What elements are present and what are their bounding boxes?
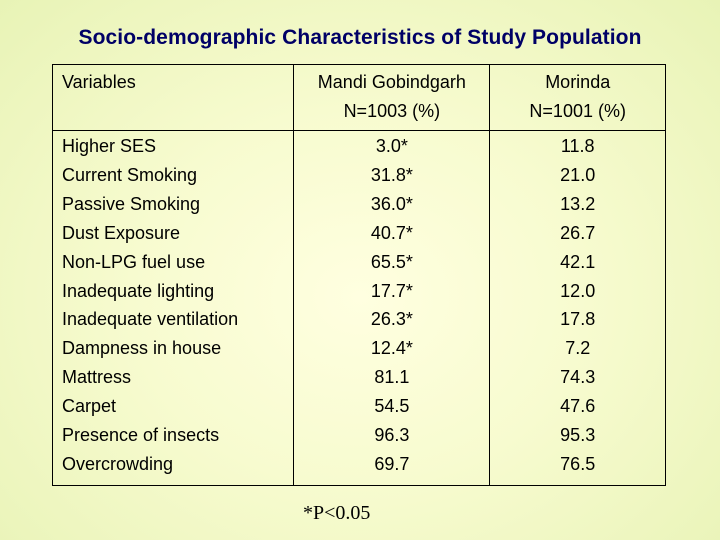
header-morinda: Morinda N=1001 (%)	[489, 64, 666, 131]
mandi-value: 69.7	[374, 453, 410, 474]
morinda-value: 26.7	[560, 222, 596, 243]
variable-label: Mattress	[62, 367, 132, 388]
variable-label: Carpet	[62, 396, 117, 417]
mandi-value: 31.8*	[370, 164, 413, 185]
mandi-value: 12.4*	[370, 338, 413, 359]
mandi-value: 54.5	[374, 396, 410, 417]
mandi-value: 36.0*	[370, 193, 413, 214]
morinda-value: 95.3	[560, 425, 596, 446]
morinda-value: 21.0	[560, 164, 596, 185]
header-mandi-name: Mandi Gobindgarh	[317, 72, 466, 92]
header-morinda-n: N=1001 (%)	[529, 101, 626, 121]
morinda-value: 42.1	[560, 251, 596, 272]
morinda-value: 47.6	[560, 396, 596, 417]
morinda-value: 13.2	[560, 193, 596, 214]
morinda-value: 17.8	[560, 309, 596, 330]
variable-label: Dust Exposure	[62, 222, 181, 243]
morinda-value: 74.3	[560, 367, 596, 388]
mandi-value: 81.1	[374, 367, 410, 388]
slide-title: Socio-demographic Characteristics of Stu…	[78, 26, 642, 49]
table-body-row: Higher SES Current Smoking Passive Smoking…	[51, 130, 666, 486]
mandi-value: 40.7*	[370, 222, 413, 243]
mandi-value: 3.0*	[375, 136, 408, 156]
variable-label: Passive Smoking	[62, 193, 201, 214]
significance-footnote: *P<0.05	[303, 502, 371, 524]
variable-label: Higher SES	[62, 136, 157, 156]
morinda-value: 7.2	[565, 338, 591, 359]
mandi-value: 17.7*	[370, 280, 413, 301]
variable-label: Presence of insects	[62, 425, 220, 446]
variable-label: Inadequate ventilation	[62, 309, 239, 330]
mandi-value: 65.5*	[370, 251, 413, 272]
variable-label: Inadequate lighting	[62, 280, 215, 301]
header-mandi-n: N=1003 (%)	[343, 101, 441, 121]
variable-label: Overcrowding	[62, 453, 174, 474]
variables-column: Higher SES Current Smoking Passive Smoking…	[51, 130, 295, 486]
header-mandi-gobindgarh: Mandi Gobindgarh N=1003 (%)	[293, 64, 491, 131]
morinda-value: 11.8	[560, 136, 595, 156]
header-variables: Variables	[51, 64, 295, 131]
table-header-row: Variables Mandi Gobindgarh N=1003 (%) Mo…	[51, 64, 666, 131]
morinda-values-column: 11.8 21.0 13.2 26.7 42.1 12.0 17.8 7.2 74.3 47.6 9…	[489, 130, 666, 486]
mandi-values-column: 3.0* 31.8* 36.0* 40.7* 65.5* 17.7* 26.3* 12.4* 8…	[293, 130, 491, 486]
mandi-value: 96.3	[374, 425, 410, 446]
header-morinda-name: Morinda	[545, 72, 611, 92]
morinda-value: 12.0	[560, 280, 596, 301]
variable-label: Non-LPG fuel use	[62, 251, 206, 272]
variable-label: Current Smoking	[62, 164, 198, 185]
characteristics-table: Variables Mandi Gobindgarh N=1003 (%) Mo…	[51, 64, 666, 486]
mandi-value: 26.3*	[370, 309, 413, 330]
header-variables-label: Variables	[62, 72, 136, 92]
morinda-value: 76.5	[560, 453, 596, 474]
variable-label: Dampness in house	[62, 338, 222, 359]
